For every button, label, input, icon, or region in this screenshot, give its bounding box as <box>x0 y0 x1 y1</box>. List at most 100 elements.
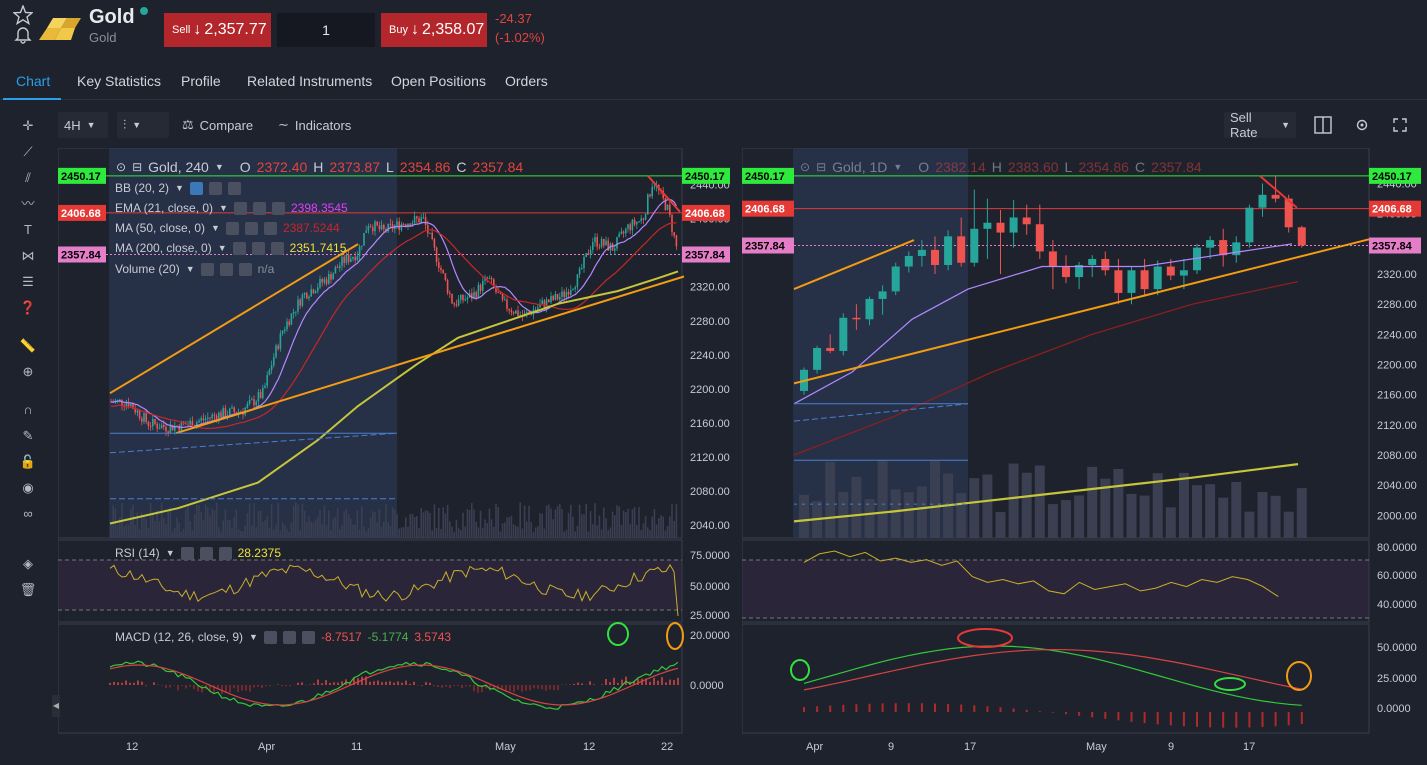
macd-histogram-bar <box>221 685 223 694</box>
volume-bar <box>383 522 385 538</box>
chart-4h[interactable]: 2440.002400.002360.002320.002280.002240.… <box>58 148 736 760</box>
volume-bar <box>865 499 875 538</box>
settings-icon[interactable] <box>245 222 258 235</box>
ruler-icon[interactable]: 📏 <box>18 336 38 356</box>
lock-drawing-icon[interactable]: ✎ <box>18 426 38 446</box>
tab-related-instruments[interactable]: Related Instruments <box>247 73 372 89</box>
crosshair-icon[interactable]: ✛ <box>18 116 38 136</box>
interval-select[interactable]: 4H ▼ <box>58 112 108 138</box>
collapse-icon[interactable]: ⊟ <box>132 160 142 174</box>
alert-bell-icon[interactable] <box>13 24 33 44</box>
volume-bar <box>148 528 150 538</box>
caret-down-icon[interactable]: ▼ <box>186 264 195 274</box>
settings-icon[interactable] <box>283 631 296 644</box>
symbol-name[interactable]: Gold, 1D <box>832 159 887 175</box>
caret-down-icon[interactable]: ▼ <box>166 548 175 558</box>
close-icon[interactable] <box>219 547 232 560</box>
rate-select[interactable]: Sell Rate ▼ <box>1224 112 1296 138</box>
brush-icon[interactable]: 〰 <box>18 194 38 214</box>
candle-body <box>585 253 587 257</box>
bb-label[interactable]: BB (20, 2) <box>115 181 169 195</box>
eye-toggle-icon[interactable] <box>190 182 203 195</box>
macd-histogram-bar <box>453 685 455 686</box>
close-icon[interactable] <box>228 182 241 195</box>
close-icon[interactable] <box>302 631 315 644</box>
lock-icon[interactable]: 🔓 <box>18 452 38 472</box>
settings-icon[interactable] <box>253 202 266 215</box>
help-icon[interactable]: ❓ <box>18 298 38 318</box>
candle-body <box>321 279 323 283</box>
pitchfork-icon[interactable]: ⫽ <box>18 168 38 188</box>
eye-toggle-icon[interactable] <box>234 202 247 215</box>
close-icon[interactable] <box>272 202 285 215</box>
ema-label[interactable]: EMA (21, close, 0) <box>115 201 213 215</box>
layers-icon[interactable]: ◈ <box>18 554 38 574</box>
tab-chart[interactable]: Chart <box>16 73 50 89</box>
eye-toggle-icon[interactable] <box>181 547 194 560</box>
buy-button[interactable]: Buy ↓ 2,358.07 <box>381 13 487 47</box>
volume-bar <box>647 527 649 538</box>
settings-icon[interactable] <box>200 547 213 560</box>
tab-open-positions[interactable]: Open Positions <box>391 73 486 89</box>
eye-icon[interactable]: ⊙ <box>116 160 126 174</box>
compare-button[interactable]: ⚖ Compare <box>182 112 253 138</box>
magnet-icon[interactable]: ∩ <box>18 400 38 420</box>
macd-value-3: 3.5743 <box>414 630 451 644</box>
volume-bar <box>275 525 277 538</box>
caret-down-icon[interactable]: ▼ <box>893 162 902 172</box>
tab-profile[interactable]: Profile <box>181 73 221 89</box>
chart-type-select[interactable]: ⫶ ▼ <box>117 112 169 138</box>
caret-down-icon[interactable]: ▼ <box>249 632 258 642</box>
collapse-icon[interactable]: ⊟ <box>816 160 826 174</box>
eye-icon[interactable]: ◉ <box>18 478 38 498</box>
close-icon[interactable] <box>239 263 252 276</box>
caret-down-icon[interactable]: ▼ <box>211 223 220 233</box>
settings-gear-icon[interactable] <box>1354 112 1370 138</box>
star-icon[interactable] <box>13 5 33 25</box>
trendline-icon[interactable]: ⟋ <box>18 142 38 162</box>
quantity-input[interactable]: 1 <box>277 13 375 47</box>
candle-body <box>379 226 381 230</box>
close-icon[interactable] <box>264 222 277 235</box>
text-icon[interactable]: T <box>18 220 38 240</box>
volume-label[interactable]: Volume (20) <box>115 262 180 276</box>
indicators-button[interactable]: ∼ Indicators <box>278 112 351 138</box>
chart-1d[interactable]: 2440.002400.002360.002320.002280.002240.… <box>742 148 1427 760</box>
eye-icon[interactable]: ⊙ <box>800 160 810 174</box>
fullscreen-icon[interactable] <box>1393 112 1407 138</box>
caret-down-icon[interactable]: ▼ <box>175 183 184 193</box>
eye-toggle-icon[interactable] <box>233 242 246 255</box>
close-icon[interactable] <box>271 242 284 255</box>
candle-body <box>440 268 442 270</box>
ma50-label[interactable]: MA (50, close, 0) <box>115 221 205 235</box>
macd-histogram-bar <box>589 681 591 685</box>
settings-icon[interactable] <box>220 263 233 276</box>
rsi-label[interactable]: RSI (14) <box>115 546 160 560</box>
settings-icon[interactable] <box>252 242 265 255</box>
link-icon[interactable]: ∞ <box>18 504 38 524</box>
zoom-icon[interactable]: ⊕ <box>18 362 38 382</box>
collapse-sidebar-icon[interactable]: ◀ <box>52 695 60 717</box>
macd-label[interactable]: MACD (12, 26, close, 9) <box>115 630 243 644</box>
tab-key-statistics[interactable]: Key Statistics <box>77 73 161 89</box>
fib-icon[interactable]: ☰ <box>18 272 38 292</box>
eye-toggle-icon[interactable] <box>201 263 214 276</box>
macd-histogram-bar <box>573 684 575 685</box>
layout-toggle-icon[interactable] <box>1314 112 1332 138</box>
macd-histogram-bar <box>153 682 155 685</box>
tab-orders[interactable]: Orders <box>505 73 548 89</box>
caret-down-icon[interactable]: ▼ <box>219 203 228 213</box>
eye-toggle-icon[interactable] <box>264 631 277 644</box>
ma200-label[interactable]: MA (200, close, 0) <box>115 241 212 255</box>
caret-down-icon[interactable]: ▼ <box>215 162 224 172</box>
caret-down-icon[interactable]: ▼ <box>218 243 227 253</box>
pattern-icon[interactable]: ⋈ <box>18 246 38 266</box>
eye-toggle-icon[interactable] <box>226 222 239 235</box>
symbol-name[interactable]: Gold, 240 <box>148 159 209 175</box>
candle-body <box>282 331 284 333</box>
trash-icon[interactable]: 🗑 <box>18 580 38 600</box>
volume-bar <box>438 508 440 538</box>
volume-bar <box>163 518 165 538</box>
sell-button[interactable]: Sell ↓ 2,357.77 <box>164 13 271 47</box>
settings-icon[interactable] <box>209 182 222 195</box>
